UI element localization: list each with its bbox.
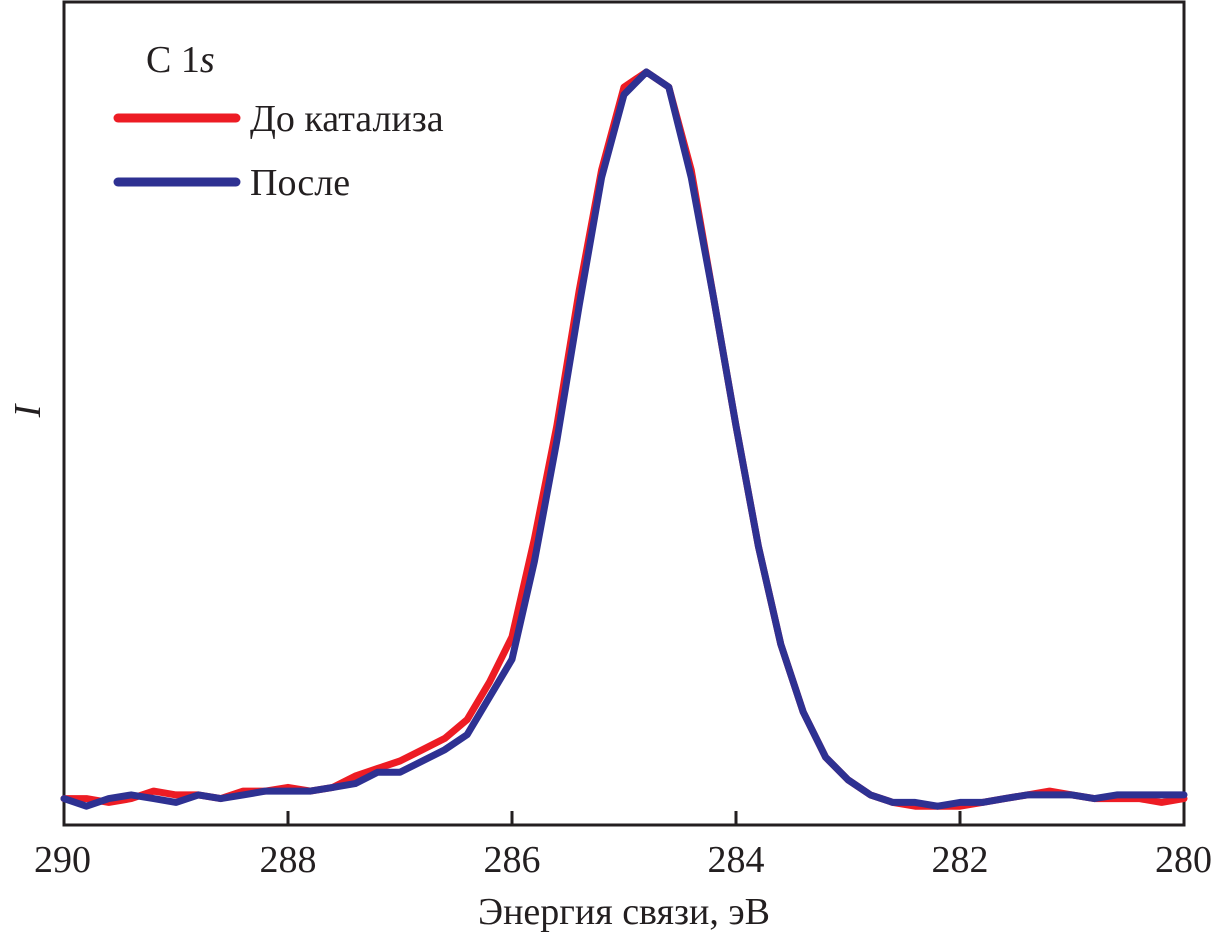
x-axis-title: Энергия связи, эВ [478, 891, 770, 933]
legend-heading-main: C 1 [146, 39, 200, 81]
x-tick-label: 280 [1155, 839, 1212, 881]
legend-label-after: После [250, 162, 350, 204]
x-tick-label: 282 [932, 839, 989, 881]
series-line-1 [60, 68, 1188, 810]
legend: C 1s До катализа После [113, 39, 444, 204]
plot-frame [62, 0, 1186, 827]
legend-heading-italic: s [200, 39, 215, 81]
series-lines [60, 68, 1188, 810]
legend-label-before: До катализа [250, 98, 444, 140]
x-axis: 290 288 286 284 282 280 [34, 811, 1212, 881]
y-axis-title: I [7, 402, 49, 418]
x-tick-label: 290 [34, 839, 91, 881]
x-tick-label: 286 [484, 839, 541, 881]
x-tick-label: 284 [708, 839, 765, 881]
legend-heading: C 1s [146, 39, 215, 81]
x-tick-label: 288 [260, 839, 317, 881]
